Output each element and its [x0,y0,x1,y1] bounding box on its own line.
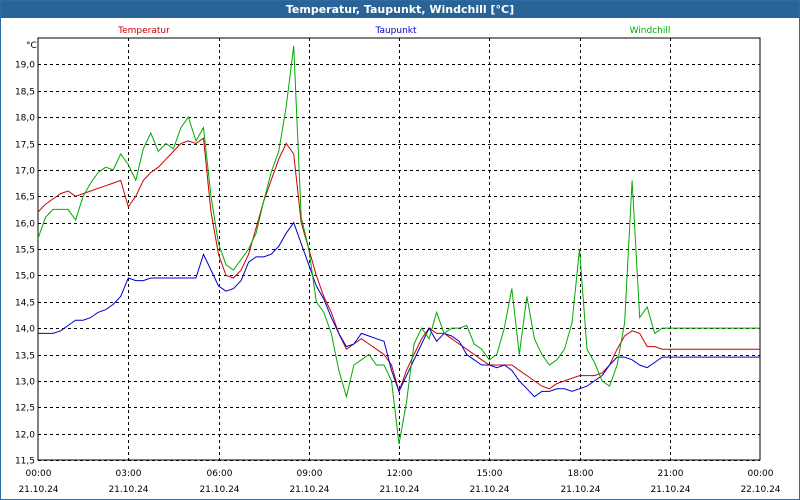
y-tick-label: 16,0 [15,220,35,230]
y-tick-label: 18,5 [15,88,35,98]
grid [37,37,761,461]
x-tick-time: 06:00 [207,469,233,479]
y-tick-label: 16,5 [15,193,35,203]
y-axis-ticks: 11,5 12,0 12,5 13,0 13,5 14,0 14,5 15,0 15,5 16,0… [15,61,35,467]
y-tick-label: 18,0 [15,114,35,124]
x-tick-date: 21.10.24 [650,485,690,495]
y-tick-label: 14,0 [15,325,35,335]
y-tick-label: 15,0 [15,272,35,282]
y-tick-label: 13,0 [15,378,35,388]
x-tick-time: 18:00 [568,469,594,479]
x-tick-date: 21.10.24 [108,485,148,495]
x-tick-date: 21.10.24 [379,485,419,495]
series-lines [37,45,760,445]
x-tick-date: 21.10.24 [560,485,600,495]
x-tick-date: 22.10.24 [740,485,780,495]
y-axis-unit-label: °C [26,41,37,51]
series-line-taupunkt [38,221,760,398]
x-tick-date: 21.10.24 [18,485,58,495]
x-tick-time: 21:00 [658,469,684,479]
x-tick-date: 21.10.24 [289,485,329,495]
y-tick-label: 19,0 [15,61,35,71]
y-tick-label: 17,5 [15,141,35,151]
legend-taupunkt: Taupunkt [374,26,417,36]
x-tick-time: 00:00 [26,469,52,479]
legend: Temperatur Taupunkt Windchill [117,26,670,36]
x-tick-date: 21.10.24 [469,485,509,495]
x-tick-time: 12:00 [387,469,413,479]
x-tick-time: 00:00 [748,469,774,479]
y-tick-label: 11,5 [15,457,35,467]
x-tick-time: 09:00 [297,469,323,479]
y-tick-label: 17,0 [15,167,35,177]
x-axis-ticks: 00:00 21.10.24 03:00 21.10.24 06:00 21.10.24 0… [18,469,780,495]
legend-temperatur: Temperatur [117,26,170,36]
y-tick-label: 15,5 [15,246,35,256]
chart-title: Temperatur, Taupunkt, Windchill [°C] [1,1,799,18]
y-tick-label: 13,5 [15,352,35,362]
y-tick-label: 14,5 [15,299,35,309]
x-tick-time: 03:00 [116,469,142,479]
legend-windchill: Windchill [630,26,671,36]
y-tick-label: 12,5 [15,404,35,414]
series-line-windchill [37,45,760,445]
y-tick-label: 12,0 [15,431,35,441]
x-tick-date: 21.10.24 [199,485,239,495]
x-tick-time: 15:00 [477,469,503,479]
